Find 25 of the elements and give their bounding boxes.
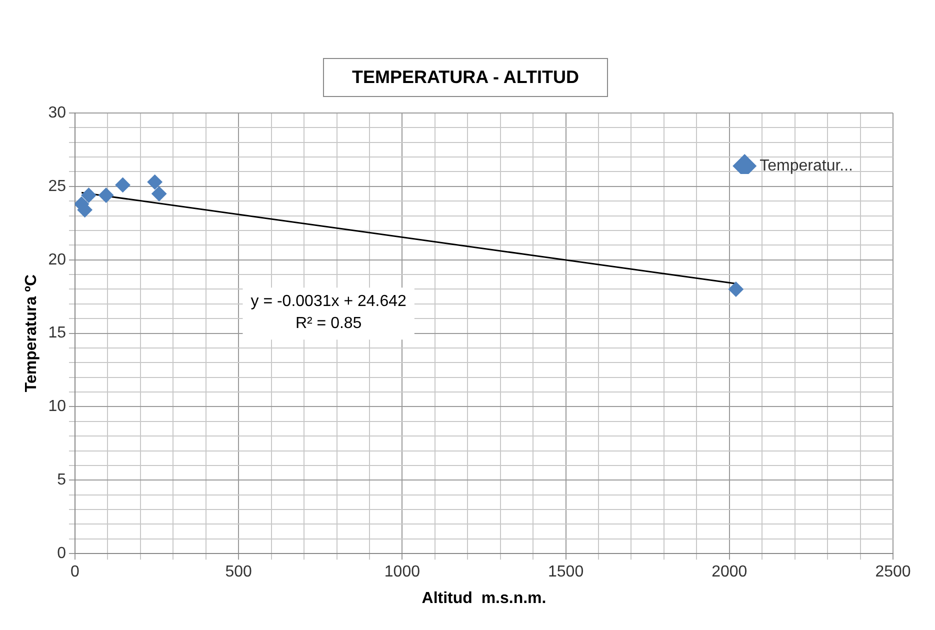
point — [728, 282, 744, 297]
point — [152, 186, 167, 202]
x-tick-label: 2500 — [875, 564, 911, 581]
x-tick-label: 0 — [70, 564, 80, 581]
y-tick-label: 5 — [57, 472, 66, 489]
point — [81, 188, 96, 203]
x-tick-label: 1000 — [384, 564, 420, 581]
y-tick-label: 30 — [48, 104, 66, 122]
x-axis-title: Altitud m.s.n.m. — [422, 590, 546, 607]
point — [147, 174, 162, 190]
legend-label: Temperatur... — [760, 157, 853, 174]
annotation: y = -0.0031x + 24.642 — [250, 293, 407, 310]
y-tick-label: 10 — [48, 398, 66, 416]
y-tick-label: 0 — [57, 545, 66, 562]
y-tick-label: 15 — [48, 324, 66, 342]
y-tick-label: 25 — [48, 178, 66, 195]
x-tick-label: 500 — [225, 564, 252, 581]
annotation: R² = 0.85 — [295, 315, 362, 332]
x-tick-label: 1500 — [548, 564, 584, 581]
point — [98, 188, 114, 203]
chart-title: TEMPERATURA - ALTITUD — [323, 58, 608, 97]
y-axis-title: Temperatura ºC — [23, 274, 40, 392]
y-tick-label: 20 — [48, 251, 66, 268]
x-tick-label: 2000 — [712, 564, 748, 581]
point — [115, 177, 130, 192]
